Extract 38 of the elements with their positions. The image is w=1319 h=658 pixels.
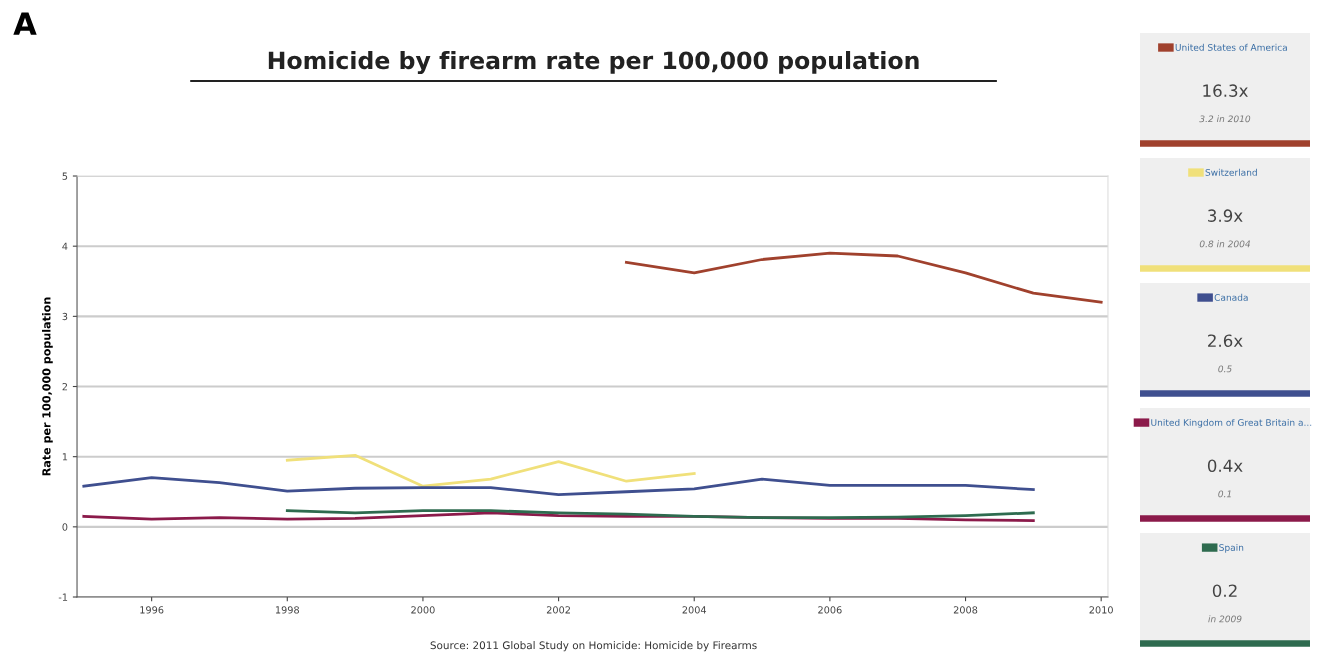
- text: 3.2 in 2010: [1199, 115, 1251, 123]
- x-tick-label: 2008: [953, 606, 978, 614]
- y-tick-label: 4: [62, 242, 68, 250]
- y-axis-title: Rate per 100,000 population: [42, 297, 53, 476]
- legend-label: Switzerland: [1205, 168, 1257, 176]
- y-tick-label: 3: [62, 312, 68, 321]
- y-tick-label: 1: [62, 453, 68, 461]
- x-tick-label: 2004: [682, 606, 707, 614]
- text: A: [13, 12, 37, 35]
- line-series: [82, 476, 1035, 496]
- x-tick-label: 1996: [140, 606, 164, 614]
- legend-label: Spain: [1219, 543, 1244, 553]
- text: 0.5: [1218, 365, 1232, 373]
- text: 2.6x: [1208, 334, 1243, 347]
- text: 0.8 in 2004: [1199, 240, 1251, 248]
- legend-label: Canada: [1214, 293, 1248, 301]
- x-tick-label: 1998: [275, 606, 299, 614]
- x-tick-label: 2002: [546, 606, 570, 614]
- chart-title: Homicide by firearm rate per 100,000 population: [268, 50, 919, 75]
- y-tick-label: 5: [62, 172, 68, 180]
- y-tick-label: 0: [62, 523, 68, 531]
- legend-label: United States of America: [1175, 43, 1287, 51]
- text: 3.9x: [1208, 209, 1243, 222]
- x-tick-label: 2006: [818, 606, 842, 614]
- y-tick-label: 2: [62, 382, 68, 391]
- text: 16.3x: [1203, 84, 1248, 97]
- x-tick-label: 2000: [411, 606, 435, 614]
- legend-label: United Kingdom of Great Britain a...: [1151, 418, 1312, 428]
- x-tick-label: 2010: [1089, 606, 1113, 614]
- text: 0.2: [1212, 584, 1237, 598]
- line-series: [285, 453, 696, 488]
- text: in 2009: [1208, 615, 1242, 623]
- text: 0.4x: [1207, 459, 1243, 473]
- line-series: [625, 251, 1103, 304]
- line-series: [285, 509, 1035, 520]
- text: 0.1: [1218, 490, 1231, 498]
- y-tick-label: -1: [58, 593, 68, 601]
- source-note: Source: 2011 Global Study on Homicide: Homicide by Firearms: [430, 641, 757, 652]
